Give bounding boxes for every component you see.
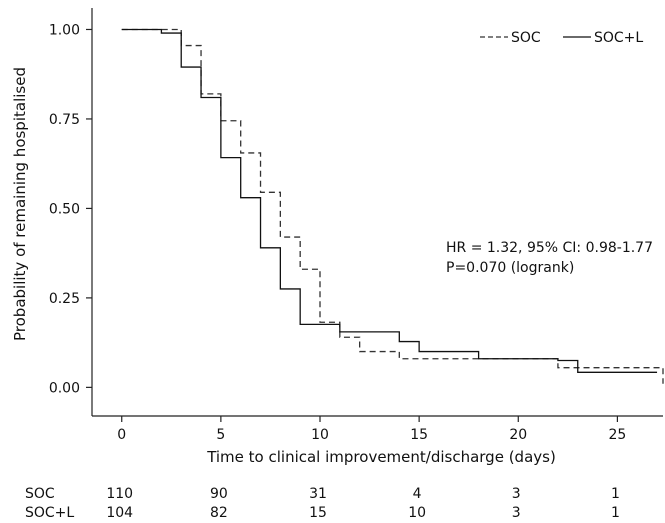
y-axis-title: Probability of remaining hospitalised	[11, 67, 29, 341]
risk-count: 1	[611, 486, 620, 502]
risk-row-label: SOC	[25, 486, 55, 502]
y-tick-label: 0.75	[49, 112, 80, 128]
axes: 0.00 0.25 0.50 0.75 1.00 0 5 10 15 20 25 Time to cl…	[11, 8, 663, 466]
risk-count: 31	[309, 486, 327, 502]
legend-label: SOC	[511, 30, 541, 46]
legend: SOC SOC+L	[480, 30, 643, 46]
x-tick-label: 25	[608, 427, 626, 443]
legend-label: SOC+L	[594, 30, 643, 46]
risk-count: 3	[512, 505, 521, 521]
x-tick-label: 15	[410, 427, 428, 443]
risk-count: 10	[408, 505, 426, 521]
risk-count: 82	[210, 505, 228, 521]
risk-count: 90	[210, 486, 228, 502]
x-tick-label: 20	[509, 427, 527, 443]
risk-count: 15	[309, 505, 327, 521]
y-tick-label: 0.50	[49, 201, 80, 217]
y-tick-label: 0.00	[49, 380, 80, 396]
x-axis-title: Time to clinical improvement/discharge (…	[206, 448, 556, 466]
x-tick-label: 5	[216, 427, 225, 443]
annotation-text: HR = 1.32, 95% CI: 0.98-1.77	[446, 240, 653, 256]
annotations: HR = 1.32, 95% CI: 0.98-1.77 P=0.070 (log…	[446, 240, 653, 276]
y-tick-label: 1.00	[49, 22, 80, 38]
risk-count: 3	[512, 486, 521, 502]
annotation-text: P=0.070 (logrank)	[446, 260, 574, 276]
risk-count: 1	[611, 505, 620, 521]
risk-count: 4	[413, 486, 422, 502]
x-tick-label: 10	[311, 427, 329, 443]
risk-row-label: SOC+L	[25, 505, 74, 521]
risk-count: 110	[106, 486, 133, 502]
km-curve-soc	[121, 28, 664, 384]
risk-count: 104	[106, 505, 133, 521]
km-curve-soc-l	[121, 28, 658, 373]
y-tick-label: 0.25	[49, 291, 80, 307]
x-tick-label: 0	[117, 427, 126, 443]
curves	[121, 28, 664, 384]
